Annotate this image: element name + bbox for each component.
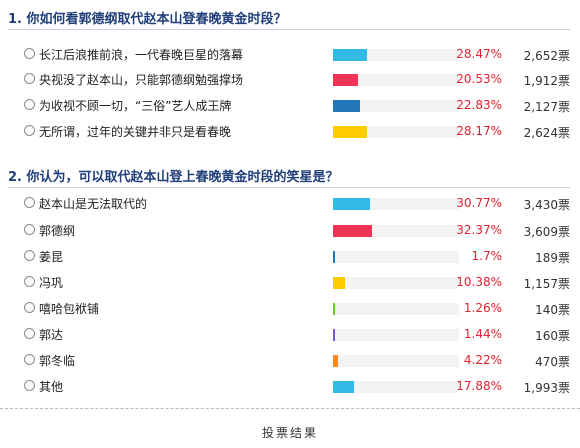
option-votes: 2,127票 bbox=[523, 100, 570, 114]
radio-button[interactable] bbox=[24, 250, 35, 261]
result-bar-fill bbox=[333, 100, 360, 112]
radio-button[interactable] bbox=[24, 328, 35, 339]
option-votes: 3,609票 bbox=[523, 225, 570, 239]
q2-option-7[interactable]: 郭冬临 4.22% 470票 bbox=[0, 348, 580, 372]
q2-option-8[interactable]: 其他 17.88% 1,993票 bbox=[0, 374, 580, 398]
option-percent: 1.44% bbox=[463, 327, 502, 341]
option-percent: 17.88% bbox=[456, 379, 502, 393]
radio-button[interactable] bbox=[24, 380, 35, 391]
option-percent: 30.77% bbox=[456, 196, 502, 210]
result-bar bbox=[333, 355, 459, 367]
result-bar-fill bbox=[333, 251, 335, 263]
option-votes: 470票 bbox=[535, 355, 570, 369]
result-bar-fill bbox=[333, 277, 345, 289]
radio-button[interactable] bbox=[24, 276, 35, 287]
option-label: 长江后浪推前浪，一代春晚巨星的落幕 bbox=[39, 48, 244, 62]
option-label: 郭达 bbox=[39, 328, 64, 342]
option-percent: 10.38% bbox=[456, 275, 502, 289]
option-votes: 189票 bbox=[535, 251, 570, 265]
result-bar bbox=[333, 277, 459, 289]
result-bar bbox=[333, 251, 459, 263]
q1-option-1[interactable]: 长江后浪推前浪，一代春晚巨星的落幕 28.47% 2,652票 bbox=[0, 42, 580, 66]
result-bar bbox=[333, 303, 459, 315]
result-bar-fill bbox=[333, 329, 335, 341]
result-bar bbox=[333, 381, 459, 393]
radio-button[interactable] bbox=[24, 197, 35, 208]
question-2-title: 2. 你认为，可以取代赵本山登上春晚黄金时段的笑星是？ bbox=[8, 170, 339, 185]
option-percent: 28.47% bbox=[456, 47, 502, 61]
radio-button[interactable] bbox=[24, 224, 35, 235]
radio-button[interactable] bbox=[24, 48, 35, 59]
option-percent: 4.22% bbox=[463, 353, 502, 367]
option-votes: 140票 bbox=[535, 303, 570, 317]
results-footer-title: 投票结果 bbox=[261, 426, 318, 440]
option-label: 嘻哈包袱铺 bbox=[39, 302, 100, 316]
question-2-divider bbox=[8, 187, 570, 188]
q2-option-2[interactable]: 郭德纲 32.37% 3,609票 bbox=[0, 218, 580, 242]
option-label: 其他 bbox=[39, 380, 64, 394]
radio-button[interactable] bbox=[24, 99, 35, 110]
result-bar bbox=[333, 198, 459, 210]
radio-button[interactable] bbox=[24, 125, 35, 136]
option-percent: 20.53% bbox=[456, 72, 502, 86]
radio-button[interactable] bbox=[24, 302, 35, 313]
result-bar bbox=[333, 225, 459, 237]
option-percent: 32.37% bbox=[456, 223, 502, 237]
result-bar bbox=[333, 126, 459, 138]
option-percent: 22.83% bbox=[456, 98, 502, 112]
q2-option-3[interactable]: 姜昆 1.7% 189票 bbox=[0, 244, 580, 268]
option-label: 郭冬临 bbox=[39, 354, 76, 368]
footer-divider bbox=[0, 408, 580, 409]
option-votes: 1,993票 bbox=[523, 381, 570, 395]
question-1-title: 1. 你如何看郭德纲取代赵本山登春晚黄金时段？ bbox=[8, 12, 287, 27]
option-percent: 28.17% bbox=[456, 124, 502, 138]
result-bar-fill bbox=[333, 303, 335, 315]
q2-option-1[interactable]: 赵本山是无法取代的 30.77% 3,430票 bbox=[0, 191, 580, 215]
result-bar-fill bbox=[333, 74, 358, 86]
q1-option-3[interactable]: 为收视不顾一切，“三俗”艺人成王牌 22.83% 2,127票 bbox=[0, 93, 580, 117]
option-percent: 1.26% bbox=[463, 301, 502, 315]
option-votes: 3,430票 bbox=[523, 198, 570, 212]
result-bar-fill bbox=[333, 126, 367, 138]
option-label: 郭德纲 bbox=[39, 224, 76, 238]
option-label: 无所谓，过年的关键并非只是看春晚 bbox=[39, 125, 232, 139]
option-votes: 1,912票 bbox=[523, 74, 570, 88]
result-bar bbox=[333, 74, 459, 86]
option-votes: 1,157票 bbox=[523, 277, 570, 291]
option-label: 冯巩 bbox=[39, 276, 64, 290]
option-label: 为收视不顾一切，“三俗”艺人成王牌 bbox=[39, 99, 232, 113]
option-percent: 1.7% bbox=[471, 249, 503, 263]
radio-button[interactable] bbox=[24, 73, 35, 84]
option-label: 姜昆 bbox=[39, 250, 64, 264]
option-label: 央视没了赵本山，只能郭德纲勉强撑场 bbox=[39, 73, 244, 87]
result-bar-fill bbox=[333, 381, 354, 393]
radio-button[interactable] bbox=[24, 354, 35, 365]
result-bar bbox=[333, 100, 459, 112]
q1-option-2[interactable]: 央视没了赵本山，只能郭德纲勉强撑场 20.53% 1,912票 bbox=[0, 67, 580, 91]
result-bar-fill bbox=[333, 198, 370, 210]
option-votes: 2,624票 bbox=[523, 126, 570, 140]
result-bar-fill bbox=[333, 225, 372, 237]
option-votes: 2,652票 bbox=[523, 49, 570, 63]
result-bar-fill bbox=[333, 355, 338, 367]
option-votes: 160票 bbox=[535, 329, 570, 343]
q1-option-4[interactable]: 无所谓，过年的关键并非只是看春晚 28.17% 2,624票 bbox=[0, 119, 580, 143]
question-1-divider bbox=[8, 29, 570, 30]
q2-option-5[interactable]: 嘻哈包袱铺 1.26% 140票 bbox=[0, 296, 580, 320]
q2-option-4[interactable]: 冯巩 10.38% 1,157票 bbox=[0, 270, 580, 294]
option-label: 赵本山是无法取代的 bbox=[39, 197, 148, 211]
q2-option-6[interactable]: 郭达 1.44% 160票 bbox=[0, 322, 580, 346]
result-bar-fill bbox=[333, 49, 367, 61]
result-bar bbox=[333, 49, 459, 61]
result-bar bbox=[333, 329, 459, 341]
